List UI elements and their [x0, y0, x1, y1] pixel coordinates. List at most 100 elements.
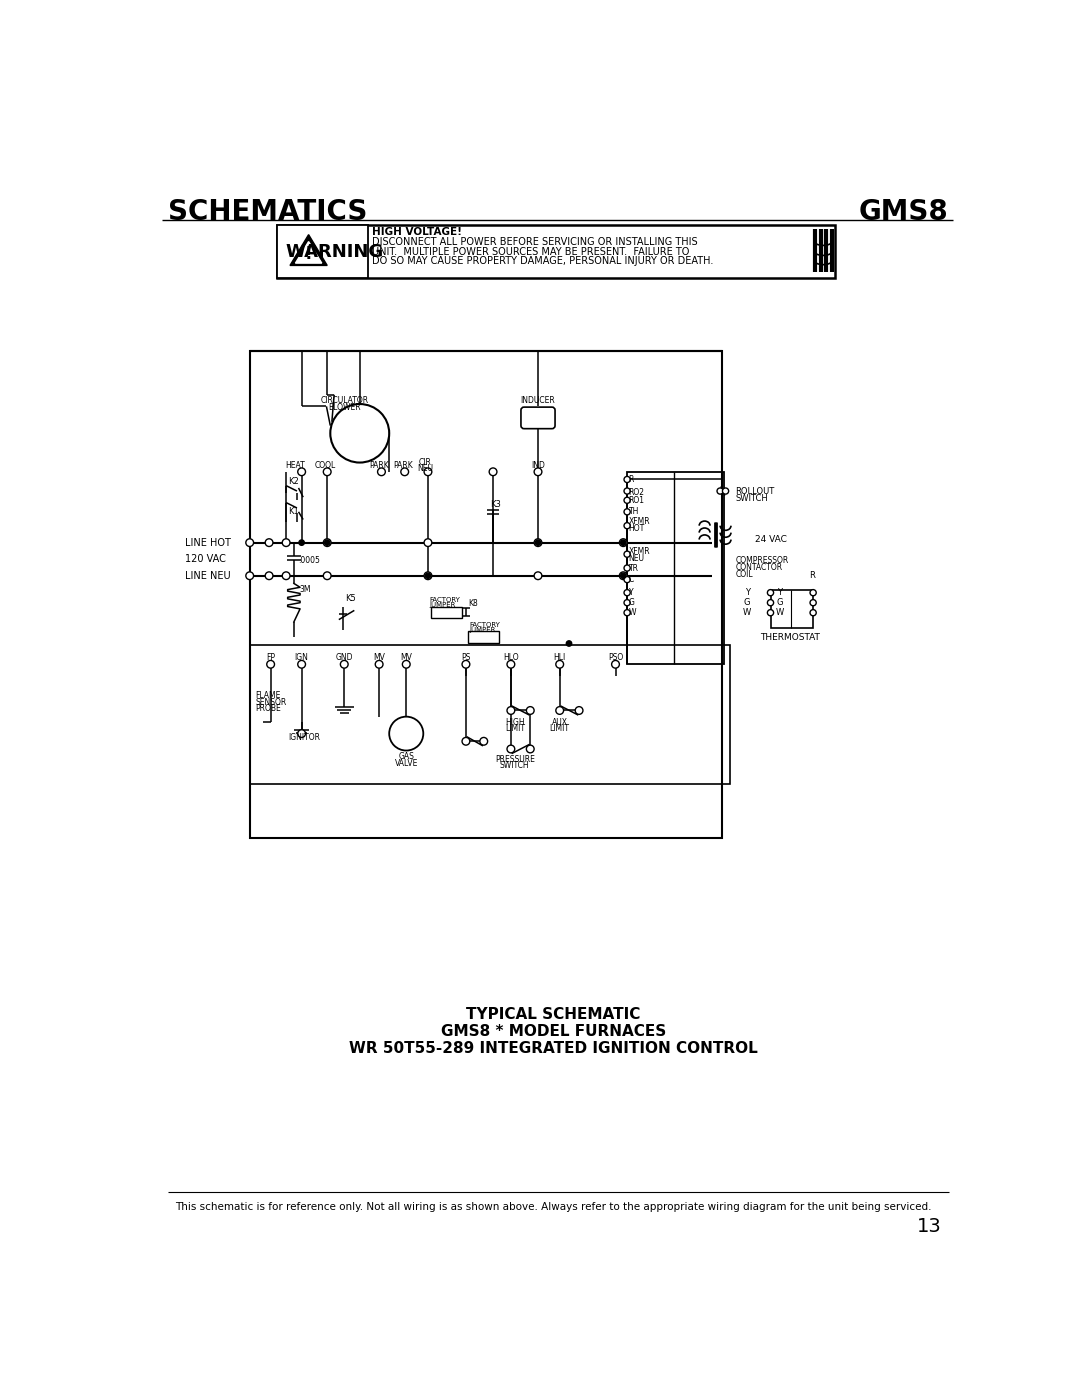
Circle shape	[299, 539, 305, 545]
Circle shape	[624, 497, 631, 503]
Circle shape	[611, 661, 619, 668]
Text: K1: K1	[288, 507, 299, 517]
Circle shape	[624, 564, 631, 571]
Circle shape	[717, 488, 724, 495]
Circle shape	[462, 738, 470, 745]
Text: THERMOSTAT: THERMOSTAT	[760, 633, 820, 641]
Text: K5: K5	[345, 594, 355, 604]
Circle shape	[378, 468, 386, 475]
Text: IGN: IGN	[295, 652, 309, 662]
Text: 3M: 3M	[299, 585, 311, 594]
Circle shape	[619, 571, 627, 580]
Text: HLI: HLI	[554, 652, 566, 662]
Circle shape	[526, 745, 535, 753]
Text: HIGH VOLTAGE!: HIGH VOLTAGE!	[373, 228, 462, 237]
Text: LIMIT: LIMIT	[550, 725, 570, 733]
Text: C: C	[629, 576, 634, 584]
Text: HLO: HLO	[503, 652, 518, 662]
Text: K3: K3	[490, 500, 501, 509]
Circle shape	[624, 599, 631, 606]
Text: G: G	[629, 598, 635, 608]
Text: UNIT.  MULTIPLE POWER SOURCES MAY BE PRESENT.  FAILURE TO: UNIT. MULTIPLE POWER SOURCES MAY BE PRES…	[373, 246, 689, 257]
Circle shape	[535, 539, 542, 546]
Circle shape	[723, 488, 729, 495]
Text: GMS8 * MODEL FURNACES: GMS8 * MODEL FURNACES	[441, 1024, 666, 1039]
Text: R: R	[809, 571, 815, 580]
Text: LIMIT: LIMIT	[504, 725, 525, 733]
Circle shape	[282, 539, 291, 546]
Circle shape	[389, 717, 423, 750]
Text: NEU: NEU	[629, 553, 645, 563]
Text: NEU: NEU	[417, 464, 433, 474]
Circle shape	[340, 661, 348, 668]
Circle shape	[621, 573, 626, 578]
Text: PS: PS	[461, 652, 471, 662]
Text: HEAT: HEAT	[285, 461, 305, 471]
Bar	[627, 472, 724, 665]
Polygon shape	[291, 235, 327, 265]
Text: G: G	[744, 598, 751, 608]
Circle shape	[462, 661, 470, 668]
Text: BLOWER: BLOWER	[328, 404, 361, 412]
Circle shape	[298, 661, 306, 668]
Text: Y: Y	[778, 588, 782, 597]
Circle shape	[621, 539, 626, 545]
Text: 120 VAC: 120 VAC	[186, 553, 226, 564]
Text: PARK: PARK	[393, 461, 413, 471]
Text: W: W	[743, 608, 752, 617]
FancyBboxPatch shape	[521, 407, 555, 429]
Text: TH: TH	[629, 507, 639, 517]
Circle shape	[489, 468, 497, 475]
Circle shape	[535, 468, 542, 475]
Text: RO2: RO2	[629, 488, 645, 497]
Text: COMPRESSOR: COMPRESSOR	[735, 556, 788, 564]
Text: PSO: PSO	[608, 652, 623, 662]
Circle shape	[480, 738, 488, 745]
Text: GMS8: GMS8	[859, 197, 948, 225]
Circle shape	[624, 476, 631, 482]
Text: .0005: .0005	[298, 556, 320, 564]
Text: TR: TR	[629, 563, 638, 573]
Text: MV: MV	[374, 652, 386, 662]
Circle shape	[267, 661, 274, 668]
Bar	[249, 351, 723, 838]
Polygon shape	[296, 242, 322, 263]
Circle shape	[266, 571, 273, 580]
Text: JUMPER: JUMPER	[430, 602, 456, 608]
Circle shape	[576, 707, 583, 714]
Text: DO SO MAY CAUSE PROPERTY DAMAGE, PERSONAL INJURY OR DEATH.: DO SO MAY CAUSE PROPERTY DAMAGE, PERSONA…	[373, 256, 714, 265]
Bar	[431, 606, 462, 617]
Text: FLAME: FLAME	[255, 690, 281, 700]
Circle shape	[330, 404, 389, 462]
Text: PRESSURE: PRESSURE	[495, 754, 535, 764]
Text: XFMR: XFMR	[629, 517, 650, 527]
Circle shape	[323, 571, 332, 580]
Text: R: R	[629, 475, 634, 483]
Text: FACTORY: FACTORY	[470, 622, 501, 629]
Circle shape	[507, 661, 515, 668]
Circle shape	[526, 707, 535, 714]
Text: G: G	[777, 598, 783, 608]
Circle shape	[624, 577, 631, 583]
Text: PARK: PARK	[369, 461, 389, 471]
Circle shape	[536, 539, 541, 545]
Text: COOL: COOL	[315, 461, 336, 471]
Circle shape	[426, 573, 431, 578]
Text: WR 50T55-289 INTEGRATED IGNITION CONTROL: WR 50T55-289 INTEGRATED IGNITION CONTROL	[349, 1041, 758, 1056]
Text: GAS: GAS	[399, 752, 415, 761]
Text: JUMPER: JUMPER	[470, 627, 496, 633]
Circle shape	[424, 571, 432, 580]
Circle shape	[507, 745, 515, 753]
Circle shape	[810, 590, 816, 595]
Bar	[276, 225, 835, 278]
Circle shape	[556, 661, 564, 668]
Circle shape	[556, 707, 564, 714]
Text: SWITCH: SWITCH	[500, 761, 529, 770]
Text: SWITCH: SWITCH	[735, 495, 768, 503]
Circle shape	[624, 550, 631, 557]
Text: VALVE: VALVE	[394, 759, 418, 768]
Circle shape	[768, 599, 773, 606]
Circle shape	[298, 729, 306, 738]
Circle shape	[266, 539, 273, 546]
Text: LINE NEU: LINE NEU	[186, 571, 231, 581]
